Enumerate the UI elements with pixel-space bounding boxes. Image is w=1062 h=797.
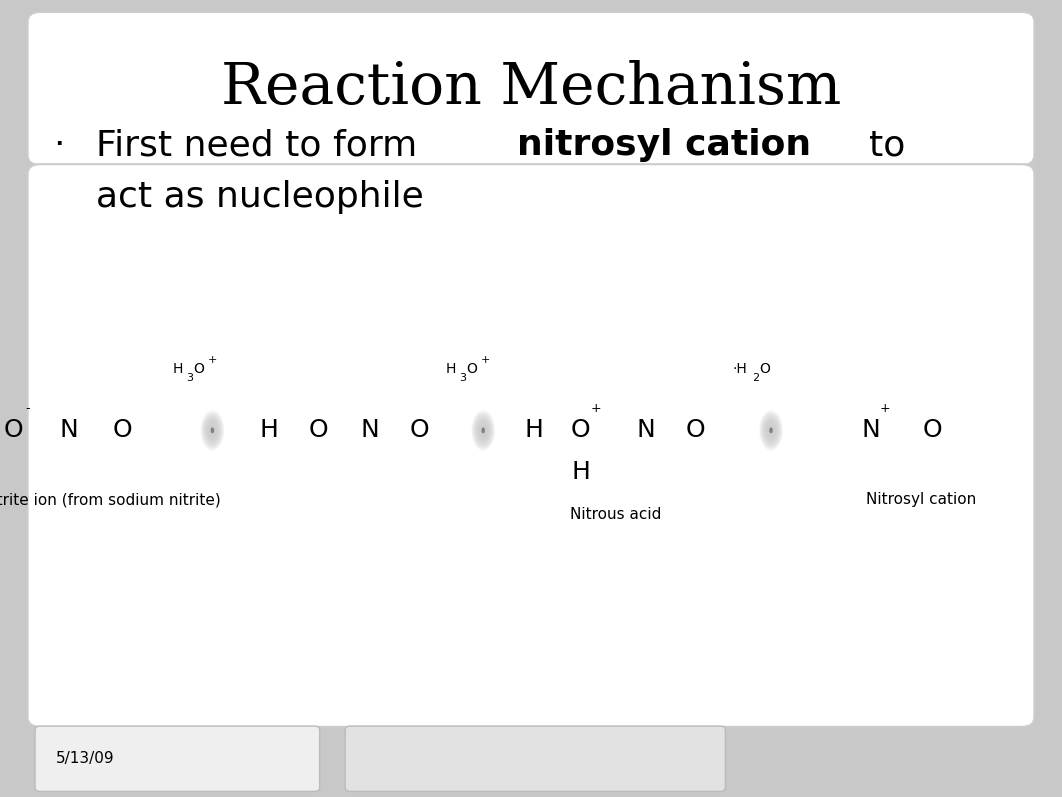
Text: First need to form: First need to form [96, 128, 416, 162]
Text: 3: 3 [186, 373, 193, 383]
Text: O: O [686, 418, 705, 442]
Ellipse shape [472, 410, 495, 450]
Text: 3: 3 [459, 373, 466, 383]
FancyBboxPatch shape [35, 726, 320, 791]
Text: +: + [590, 402, 601, 415]
Text: Reaction Mechanism: Reaction Mechanism [221, 61, 841, 116]
Text: +: + [879, 402, 890, 415]
Text: O: O [113, 418, 132, 442]
FancyBboxPatch shape [345, 726, 725, 791]
Text: N: N [360, 418, 379, 442]
Text: ·H: ·H [733, 362, 748, 376]
Ellipse shape [202, 412, 223, 449]
Ellipse shape [473, 412, 494, 449]
Text: H: H [446, 362, 457, 376]
Ellipse shape [761, 414, 781, 447]
Ellipse shape [769, 427, 773, 434]
Ellipse shape [203, 414, 222, 447]
Ellipse shape [760, 412, 782, 449]
Ellipse shape [210, 427, 215, 434]
Ellipse shape [201, 410, 224, 450]
Text: O: O [923, 418, 942, 442]
FancyBboxPatch shape [28, 164, 1034, 727]
Text: ·: · [53, 128, 64, 162]
Text: Nitrosyl cation: Nitrosyl cation [866, 493, 976, 507]
FancyBboxPatch shape [28, 12, 1034, 165]
Text: H: H [571, 460, 590, 484]
Ellipse shape [759, 410, 783, 450]
Text: Nitrite ion (from sodium nitrite): Nitrite ion (from sodium nitrite) [0, 493, 221, 507]
Text: to: to [869, 128, 905, 162]
Text: nitrosyl cation: nitrosyl cation [517, 128, 811, 162]
Text: -: - [25, 402, 30, 415]
Text: O: O [193, 362, 204, 376]
Text: O: O [571, 418, 590, 442]
Text: Nitrous acid: Nitrous acid [570, 507, 662, 521]
Text: +: + [208, 355, 218, 366]
Ellipse shape [481, 427, 485, 434]
Text: H: H [173, 362, 184, 376]
Text: N: N [59, 418, 79, 442]
Ellipse shape [474, 414, 493, 447]
Text: O: O [309, 418, 328, 442]
Text: N: N [861, 418, 880, 442]
Text: O: O [466, 362, 477, 376]
Text: O: O [4, 418, 23, 442]
Text: O: O [410, 418, 429, 442]
Text: +: + [481, 355, 491, 366]
Text: H: H [525, 418, 544, 442]
Text: 2: 2 [752, 373, 759, 383]
Text: act as nucleophile: act as nucleophile [96, 180, 424, 214]
Text: O: O [759, 362, 770, 376]
Text: 5/13/09: 5/13/09 [56, 752, 115, 766]
Text: H: H [259, 418, 278, 442]
Text: N: N [636, 418, 655, 442]
